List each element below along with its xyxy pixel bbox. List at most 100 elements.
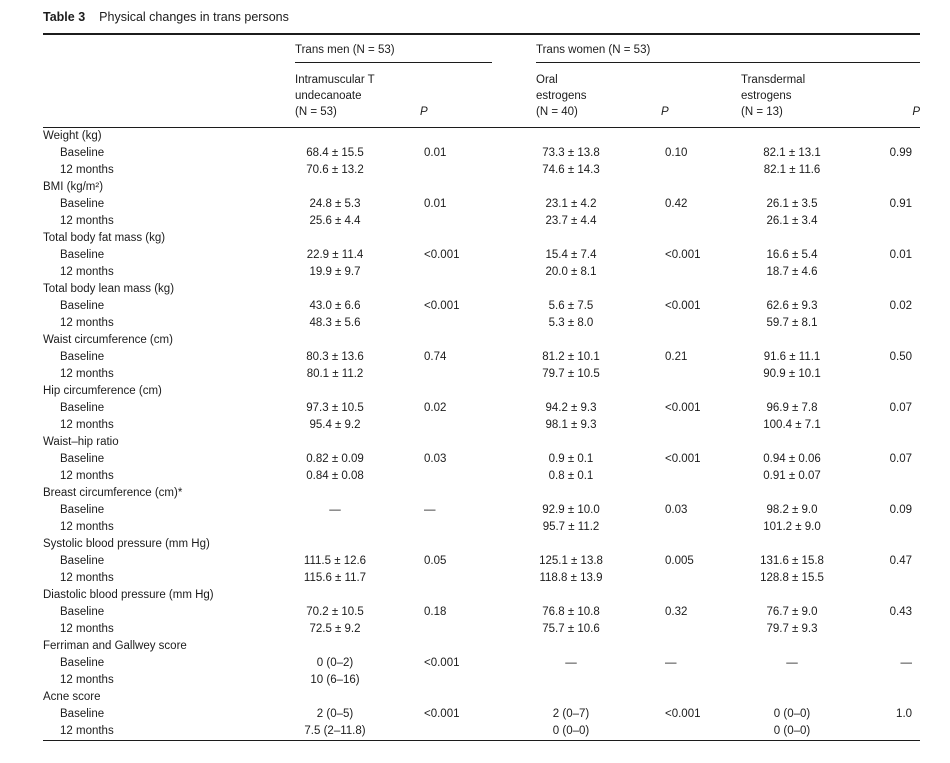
value-cell: 0.50 xyxy=(889,351,913,363)
column-gap xyxy=(492,468,536,485)
value-cell: 115.6 ± 11.7 xyxy=(303,572,367,584)
value-cell: 0.84 ± 0.08 xyxy=(306,470,364,482)
section-row: Acne score xyxy=(43,689,920,706)
value-cell: 73.3 ± 13.8 xyxy=(542,147,600,159)
value-cell: 0.42 xyxy=(665,198,688,210)
table-row: Baseline 70.2 ± 10.5 0.18 76.8 ± 10.8 0.32 76… xyxy=(43,604,920,621)
value-cell: 96.9 ± 7.8 xyxy=(766,402,818,414)
value-cell: 0.02 xyxy=(424,402,447,414)
value-cell: 18.7 ± 4.6 xyxy=(766,266,818,278)
value-cell xyxy=(661,315,741,332)
value-cell: 80.1 ± 11.2 xyxy=(306,368,364,380)
value-cell xyxy=(420,621,492,638)
value-cell xyxy=(420,468,492,485)
value-cell xyxy=(863,417,920,434)
value-cell: 0.74 xyxy=(424,351,447,363)
column-gap xyxy=(492,723,536,741)
value-cell: <0.001 xyxy=(665,249,701,261)
value-cell: 0.07 xyxy=(889,453,913,465)
value-cell xyxy=(863,570,920,587)
column-gap xyxy=(492,655,536,672)
column-header-line: estrogens xyxy=(741,90,792,102)
value-cell xyxy=(863,366,920,383)
value-cell: 0.91 xyxy=(889,198,913,210)
table-row: Baseline 68.4 ± 15.5 0.01 73.3 ± 13.8 0.10 82… xyxy=(43,145,920,162)
value-cell: 95.7 ± 11.2 xyxy=(542,521,600,533)
value-cell xyxy=(661,672,741,689)
column-gap xyxy=(492,706,536,723)
value-cell xyxy=(661,366,741,383)
value-cell: <0.001 xyxy=(665,402,701,414)
column-gap xyxy=(492,264,536,281)
value-cell: 128.8 ± 15.5 xyxy=(760,572,824,584)
value-cell: 1.0 xyxy=(896,708,913,720)
table-number: Table 3 xyxy=(43,10,86,24)
value-cell xyxy=(420,213,492,230)
column-gap xyxy=(492,672,536,689)
section-row: Waist circumference (cm) xyxy=(43,332,920,349)
column-header-line: (N = 40) xyxy=(536,106,578,118)
table-body: Weight (kg) Baseline 68.4 ± 15.5 0.01 73.3 ±… xyxy=(43,128,921,741)
value-cell xyxy=(420,417,492,434)
value-cell: 0.99 xyxy=(889,147,913,159)
value-cell: <0.001 xyxy=(665,708,701,720)
value-cell: 0.03 xyxy=(424,453,447,465)
table-row: 12 months 70.6 ± 13.2 74.6 ± 14.3 82.1 ± 11… xyxy=(43,162,920,179)
physical-changes-table: Trans men (N = 53) Trans women (N = 53) … xyxy=(43,35,921,741)
value-cell: 22.9 ± 11.4 xyxy=(306,249,364,261)
value-cell: 23.1 ± 4.2 xyxy=(545,198,597,210)
table-row: Baseline 0.82 ± 0.09 0.03 0.9 ± 0.1 <0.001 0.… xyxy=(43,451,920,468)
column-header-p-transdermal: P xyxy=(863,62,921,128)
value-cell xyxy=(420,264,492,281)
column-header-line: Intramuscular T xyxy=(295,74,375,86)
value-cell: 0 (0–0) xyxy=(773,708,811,720)
column-gap xyxy=(492,502,536,519)
value-cell: 75.7 ± 10.6 xyxy=(542,623,600,635)
column-gap xyxy=(492,519,536,536)
value-cell: 0.47 xyxy=(889,555,913,567)
column-header-line: Oral xyxy=(536,74,558,86)
value-cell: 70.2 ± 10.5 xyxy=(306,606,364,618)
column-gap xyxy=(492,400,536,417)
value-cell: — xyxy=(786,657,798,669)
value-cell: 0.91 ± 0.07 xyxy=(763,470,821,482)
value-cell xyxy=(420,162,492,179)
row-label: Baseline xyxy=(60,351,105,363)
table-row: 12 months 0.84 ± 0.08 0.8 ± 0.1 0.91 ± 0.07 xyxy=(43,468,920,485)
section-row: Weight (kg) xyxy=(43,128,920,146)
empty-corner-cell xyxy=(43,35,295,63)
row-label: Baseline xyxy=(60,708,105,720)
value-cell: 79.7 ± 10.5 xyxy=(542,368,600,380)
row-label: 12 months xyxy=(60,164,114,176)
value-cell: 15.4 ± 7.4 xyxy=(545,249,597,261)
column-header-line: Transdermal xyxy=(741,74,806,86)
table-row: Baseline 80.3 ± 13.6 0.74 81.2 ± 10.1 0.21 91… xyxy=(43,349,920,366)
table-header: Trans men (N = 53) Trans women (N = 53) … xyxy=(43,35,921,128)
column-gap xyxy=(492,570,536,587)
value-cell: 0.005 xyxy=(665,555,694,567)
value-cell: — xyxy=(900,657,913,669)
section-label: Hip circumference (cm) xyxy=(43,385,162,397)
value-cell: 0.05 xyxy=(424,555,447,567)
section-label: Ferriman and Gallwey score xyxy=(43,640,187,652)
value-cell xyxy=(863,723,921,741)
section-row: Diastolic blood pressure (mm Hg) xyxy=(43,587,920,604)
section-row: Total body fat mass (kg) xyxy=(43,230,920,247)
empty-corner-cell xyxy=(43,62,295,128)
column-header-line: undecanoate xyxy=(295,90,362,102)
row-label: 12 months xyxy=(60,368,114,380)
section-row: Total body lean mass (kg) xyxy=(43,281,920,298)
value-cell: 5.3 ± 8.0 xyxy=(548,317,594,329)
value-cell xyxy=(863,519,920,536)
column-gap xyxy=(492,349,536,366)
value-cell xyxy=(420,570,492,587)
value-cell xyxy=(863,672,920,689)
value-cell xyxy=(661,213,741,230)
value-cell: — xyxy=(329,504,341,516)
section-label: Waist circumference (cm) xyxy=(43,334,173,346)
value-cell xyxy=(420,723,492,741)
value-cell: 0.18 xyxy=(424,606,447,618)
value-cell: 0.82 ± 0.09 xyxy=(306,453,364,465)
value-cell xyxy=(661,621,741,638)
value-cell xyxy=(661,519,741,536)
